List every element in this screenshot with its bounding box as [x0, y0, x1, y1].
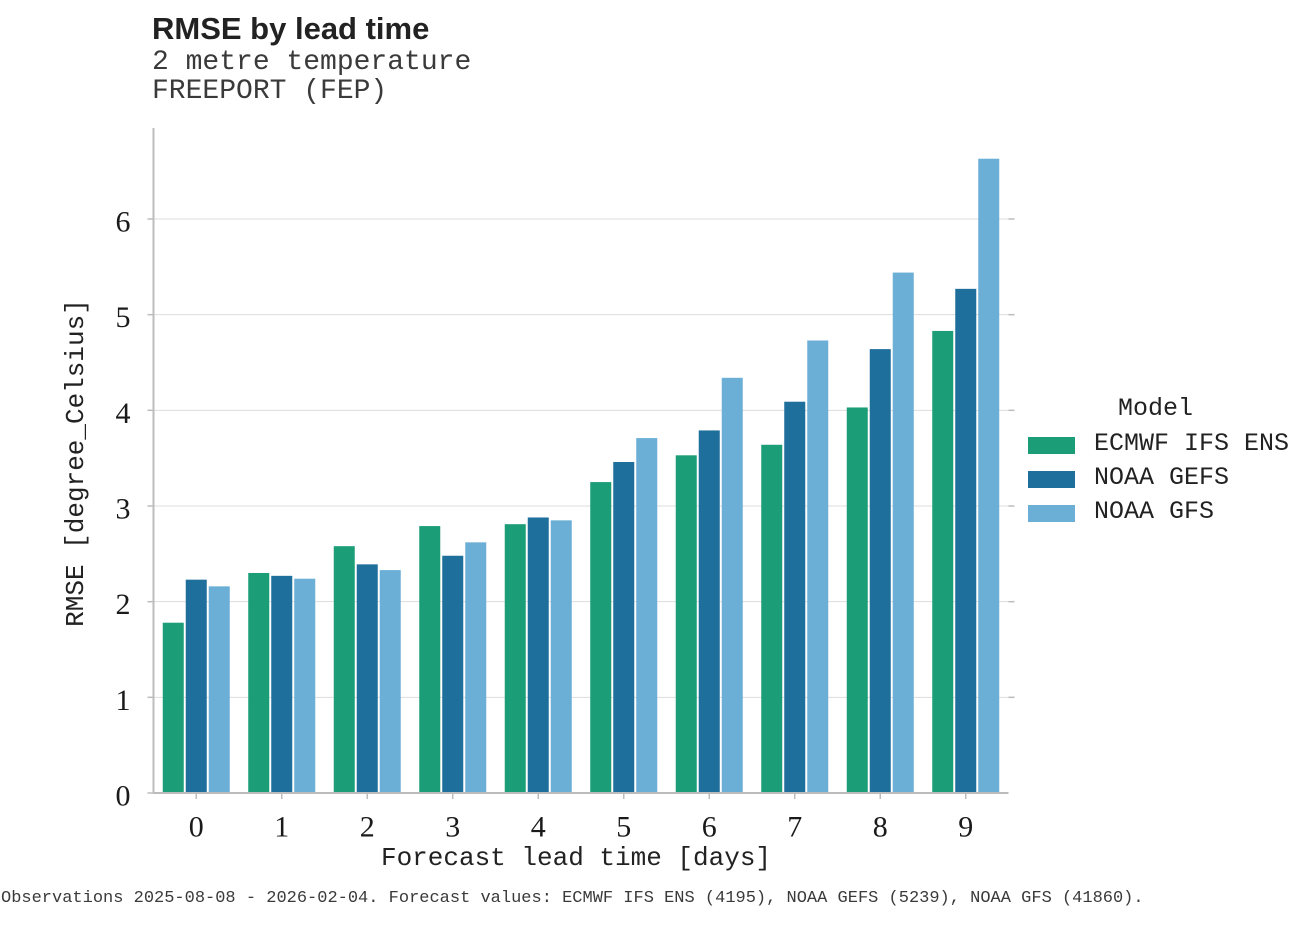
- svg-text:2: 2: [360, 811, 375, 844]
- svg-text:0: 0: [189, 811, 204, 844]
- svg-text:8: 8: [873, 811, 888, 844]
- svg-text:3: 3: [116, 493, 131, 526]
- svg-text:0: 0: [116, 780, 131, 813]
- svg-text:4: 4: [531, 811, 546, 844]
- svg-text:4: 4: [116, 397, 131, 430]
- svg-text:5: 5: [616, 811, 631, 844]
- svg-text:1: 1: [274, 811, 289, 844]
- svg-text:6: 6: [702, 811, 717, 844]
- svg-text:1: 1: [116, 684, 131, 717]
- svg-text:7: 7: [787, 811, 802, 844]
- svg-text:6: 6: [116, 206, 131, 239]
- svg-text:2: 2: [116, 588, 131, 621]
- svg-text:3: 3: [445, 811, 460, 844]
- svg-text:9: 9: [958, 811, 973, 844]
- svg-text:5: 5: [116, 301, 131, 334]
